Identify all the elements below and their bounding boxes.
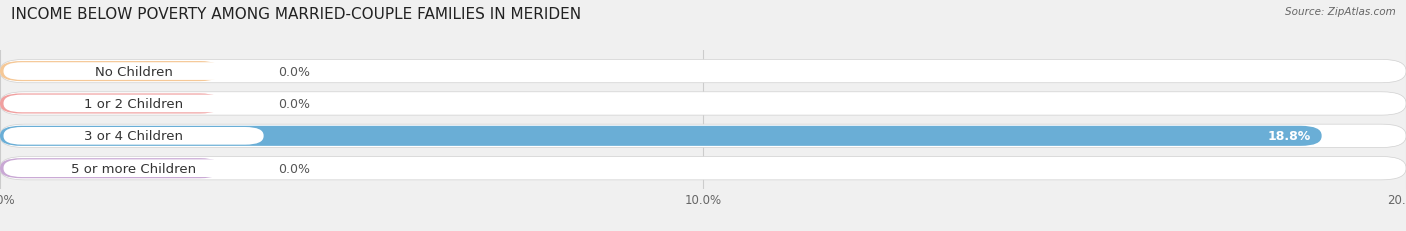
Text: Source: ZipAtlas.com: Source: ZipAtlas.com (1285, 7, 1396, 17)
FancyBboxPatch shape (0, 125, 1406, 148)
FancyBboxPatch shape (0, 157, 1406, 180)
Text: 0.0%: 0.0% (278, 162, 309, 175)
FancyBboxPatch shape (3, 63, 264, 81)
FancyBboxPatch shape (3, 95, 264, 113)
FancyBboxPatch shape (0, 158, 221, 179)
FancyBboxPatch shape (3, 128, 264, 145)
Text: 3 or 4 Children: 3 or 4 Children (84, 130, 183, 143)
Text: 0.0%: 0.0% (278, 65, 309, 78)
FancyBboxPatch shape (3, 160, 264, 177)
Text: INCOME BELOW POVERTY AMONG MARRIED-COUPLE FAMILIES IN MERIDEN: INCOME BELOW POVERTY AMONG MARRIED-COUPL… (11, 7, 581, 22)
FancyBboxPatch shape (0, 92, 1406, 116)
Text: 0.0%: 0.0% (278, 97, 309, 110)
Text: 18.8%: 18.8% (1268, 130, 1312, 143)
Text: 5 or more Children: 5 or more Children (72, 162, 195, 175)
Text: 1 or 2 Children: 1 or 2 Children (84, 97, 183, 110)
FancyBboxPatch shape (0, 94, 221, 114)
FancyBboxPatch shape (0, 126, 1322, 146)
Text: No Children: No Children (94, 65, 173, 78)
FancyBboxPatch shape (0, 62, 221, 82)
FancyBboxPatch shape (0, 60, 1406, 83)
